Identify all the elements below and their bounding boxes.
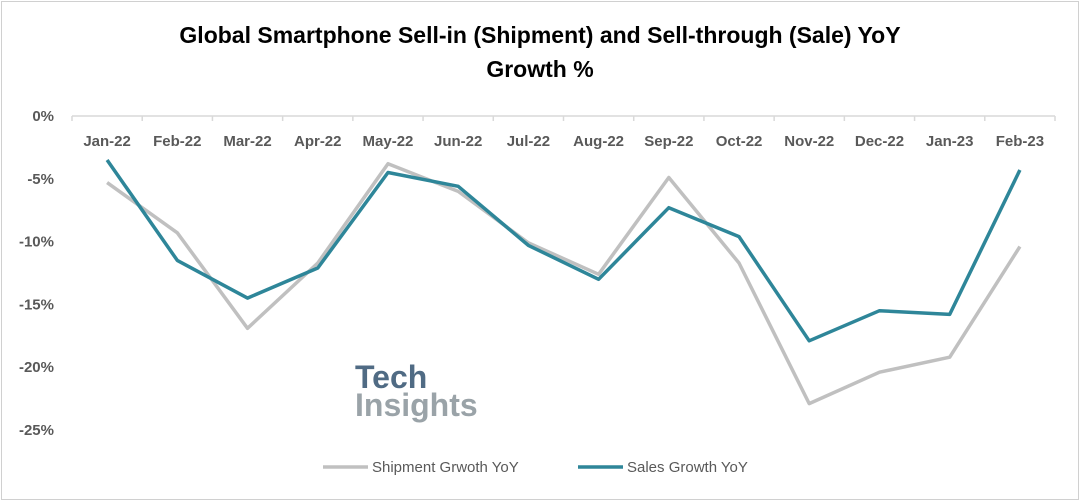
x-tick-label: Apr-22 (294, 133, 342, 150)
x-tick-label: Aug-22 (573, 133, 624, 150)
logo-text-tech: Tech (355, 359, 427, 395)
x-tick-label: Sep-22 (644, 133, 693, 150)
x-tick-label: Feb-22 (153, 133, 201, 150)
x-tick-label: May-22 (363, 133, 414, 150)
y-tick-label: -10% (19, 234, 54, 251)
x-tick-label: Jan-22 (83, 133, 131, 150)
y-tick-label: -5% (27, 171, 54, 188)
y-tick-label: -15% (19, 296, 54, 313)
logo-text-insights: Insights (355, 387, 478, 423)
series-line-sales (105, 158, 1022, 343)
chart-title-line-1: Global Smartphone Sell-in (Shipment) and… (179, 22, 901, 48)
chart-title-line-2: Growth % (486, 56, 594, 82)
legend-label: Shipment Grwoth YoY (372, 459, 519, 476)
x-tick-label: Oct-22 (716, 133, 763, 150)
legend-label: Sales Growth YoY (627, 459, 748, 476)
chart-title: Global Smartphone Sell-in (Shipment) and… (0, 18, 1080, 86)
y-tick-label: -25% (19, 422, 54, 439)
x-tick-label: Dec-22 (855, 133, 904, 150)
series-line-shipment (106, 161, 1022, 406)
x-tick-label: Feb-23 (996, 133, 1044, 150)
x-tick-label: Jul-22 (507, 133, 550, 150)
x-tick-label: Jan-23 (926, 133, 974, 150)
y-tick-label: 0% (32, 108, 54, 125)
watermark-logo: Tech Insights (355, 359, 478, 423)
x-tick-label: Nov-22 (784, 133, 834, 150)
x-tick-label: Mar-22 (223, 133, 271, 150)
y-tick-label: -20% (19, 359, 54, 376)
x-tick-label: Jun-22 (434, 133, 482, 150)
